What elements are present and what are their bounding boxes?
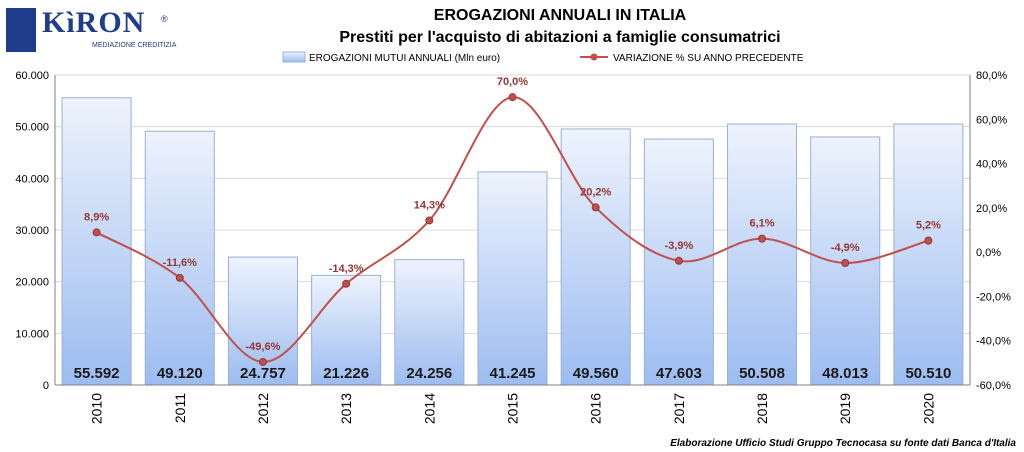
- y-right-tick-label: 80,0%: [976, 70, 1007, 82]
- bar-value-label: 24.757: [240, 365, 286, 382]
- bar: [394, 259, 465, 386]
- bar: [311, 274, 382, 386]
- bar-value-label: 48.013: [822, 365, 868, 382]
- logo-emblem: [6, 8, 36, 52]
- line-point: [258, 357, 267, 366]
- bar: [893, 123, 964, 386]
- bar: [477, 171, 548, 386]
- line-point: [841, 258, 850, 267]
- bar-value-label: 49.120: [157, 365, 203, 382]
- y-left-tick-label: 10.000: [15, 328, 49, 340]
- x-tick-label: 2010: [89, 393, 105, 424]
- bar-value-label: 47.603: [656, 365, 702, 382]
- y-left-tick-label: 20.000: [15, 277, 49, 289]
- y-left-tick-label: 30.000: [15, 225, 49, 237]
- bar-value-label: 50.508: [739, 365, 785, 382]
- line-point: [342, 279, 351, 288]
- line-value-label: 14,3%: [414, 199, 445, 211]
- x-tick-label: 2015: [505, 393, 521, 424]
- line-point: [175, 273, 184, 282]
- bar-value-label: 24.256: [406, 365, 452, 382]
- bar: [61, 97, 132, 386]
- y-right-tick-label: -60,0%: [976, 380, 1011, 392]
- y-right-tick-label: 40,0%: [976, 159, 1007, 171]
- bar-value-label: 49.560: [573, 365, 619, 382]
- line-value-label: -49,6%: [246, 341, 281, 353]
- y-left-tick-label: 40.000: [15, 173, 49, 185]
- bar: [560, 128, 631, 386]
- x-tick-label: 2020: [920, 393, 936, 424]
- legend-line-label: VARIAZIONE % SU ANNO PRECEDENTE: [613, 53, 804, 64]
- y-right-tick-label: 0,0%: [976, 247, 1001, 259]
- y-left-tick-label: 0: [43, 380, 49, 392]
- line-value-label: 6,1%: [750, 218, 775, 230]
- chart-legend: EROGAZIONI MUTUI ANNUALI (Mln euro) VARIA…: [282, 51, 804, 64]
- line-point: [924, 236, 933, 245]
- bar-value-label: 21.226: [323, 365, 369, 382]
- x-tick-label: 2011: [172, 393, 188, 423]
- logo-tagline: MEDIAZIONE CREDITIZIA: [92, 42, 177, 49]
- line-value-label: -4,9%: [831, 242, 860, 254]
- x-tick-label: 2019: [837, 393, 853, 424]
- series-line: [96, 96, 929, 363]
- y-left-tick-label: 50.000: [15, 122, 49, 134]
- y-left-tick-label: 60.000: [15, 70, 49, 82]
- bar-value-label: 55.592: [74, 365, 120, 382]
- x-tick-label: 2016: [588, 393, 604, 424]
- x-tick-label: 2018: [754, 393, 770, 424]
- legend-bar-swatch: [282, 51, 306, 63]
- line-value-label: 5,2%: [916, 220, 941, 232]
- line-point: [508, 93, 517, 102]
- line-point: [425, 216, 434, 225]
- line-point: [758, 234, 767, 243]
- chart-title: EROGAZIONI ANNUALI IN ITALIA: [434, 7, 687, 24]
- y-right-tick-label: 60,0%: [976, 114, 1007, 126]
- legend-line-marker: [590, 53, 598, 61]
- y-right-tick-label: -40,0%: [976, 336, 1011, 348]
- x-tick-label: 2014: [421, 393, 437, 424]
- bar: [144, 130, 215, 386]
- bar-value-label: 41.245: [490, 365, 536, 382]
- line-point: [674, 256, 683, 265]
- line-value-label: 70,0%: [497, 76, 528, 88]
- x-tick-label: 2012: [255, 393, 271, 424]
- registered-mark: ®: [161, 14, 168, 24]
- line-point: [92, 228, 101, 237]
- legend-bar-label: EROGAZIONI MUTUI ANNUALI (Mln euro): [309, 53, 500, 64]
- line-value-label: -3,9%: [664, 240, 693, 252]
- line-value-label: -11,6%: [163, 257, 197, 269]
- bar-value-label: 50.510: [905, 365, 951, 382]
- line-value-label: 20,2%: [580, 186, 611, 198]
- x-tick-label: 2017: [671, 393, 687, 424]
- logo-wordmark: KìRON: [42, 6, 146, 39]
- source-note: Elaborazione Ufficio Studi Gruppo Tecnoc…: [670, 438, 1016, 449]
- line-value-label: -14,3%: [329, 263, 364, 275]
- bar: [727, 123, 798, 386]
- line-value-label: 8,9%: [84, 211, 109, 223]
- x-tick-label: 2013: [338, 393, 354, 424]
- y-right-tick-label: 20,0%: [976, 203, 1007, 215]
- line-point: [591, 203, 600, 212]
- y-right-tick-label: -20,0%: [976, 291, 1011, 303]
- chart-subtitle: Prestiti per l'acquisto di abitazioni a …: [339, 29, 780, 46]
